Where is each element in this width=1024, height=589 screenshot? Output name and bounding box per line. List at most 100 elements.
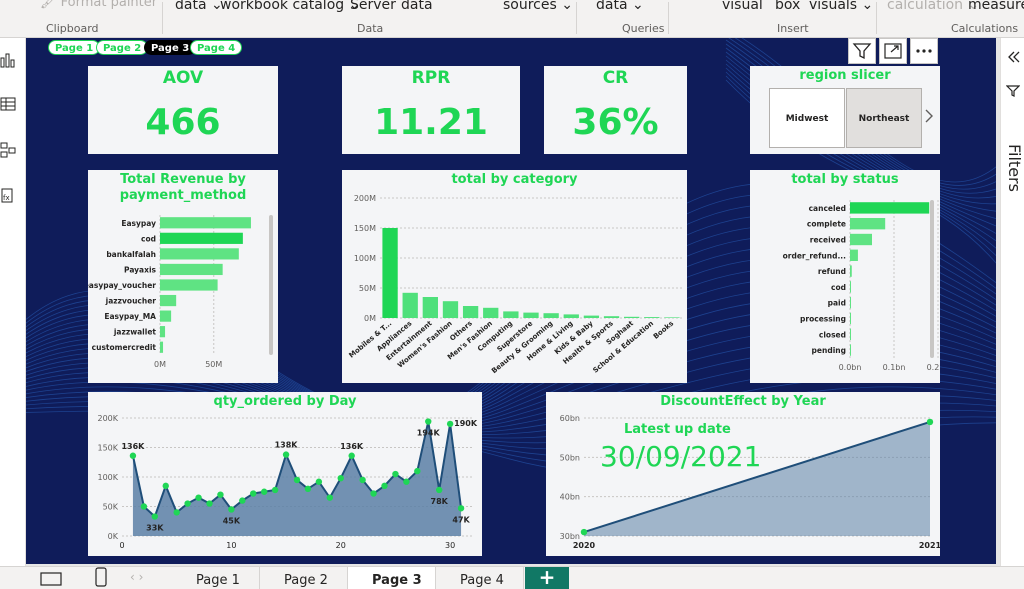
ribbon-item[interactable]: visuals ⌄ xyxy=(809,0,874,13)
chart-title: Total Revenue by payment_method xyxy=(119,172,247,203)
data-point xyxy=(414,467,421,475)
add-page-button[interactable]: + xyxy=(525,567,569,589)
data-point xyxy=(359,476,366,484)
bar xyxy=(523,312,539,318)
bar xyxy=(382,228,398,318)
ribbon-item[interactable]: data xyxy=(401,0,433,13)
category-label: paid xyxy=(828,299,846,308)
qty-ordered-chart: qty_ordered by Day 0K 50K 100K 150K 200K 0 10 2… xyxy=(88,392,482,556)
category-label: order_refund... xyxy=(783,251,847,260)
bar xyxy=(402,292,418,318)
slicer-option-midwest[interactable]: Midwest xyxy=(769,88,845,148)
ribbon-item[interactable]: box xyxy=(775,0,801,13)
data-point xyxy=(304,485,312,492)
data-point xyxy=(403,478,410,485)
kpi-card-aov[interactable]: AOV 466 xyxy=(88,66,278,154)
filters-pane[interactable]: Filters xyxy=(1000,38,1024,566)
series-line xyxy=(583,420,931,534)
canvas-area: Page 1 Page 2 Page 3 Page 4 AOV 466 RPR 11.… xyxy=(26,38,1000,566)
category-label: canceled xyxy=(809,204,846,213)
collapse-pane-icon[interactable] xyxy=(1007,50,1021,64)
kpi-card-cr[interactable]: CR 36% xyxy=(544,66,687,154)
data-point xyxy=(392,470,399,478)
page-tab[interactable]: Page 4 xyxy=(436,567,524,589)
page-nav-button[interactable]: Page 3 xyxy=(144,40,197,55)
discount-effect-svg: 30bn 40bn 50bn 60bn 2020 2021 xyxy=(560,414,940,550)
ribbon-item[interactable]: calculation ⌄ xyxy=(887,0,980,13)
format-painter-label: Format painter xyxy=(60,0,158,10)
ribbon-separator xyxy=(162,2,163,34)
data-point xyxy=(315,478,323,485)
area-fill xyxy=(132,421,462,536)
data-point xyxy=(293,476,301,484)
chart-title: DiscountEffect by Year xyxy=(660,394,826,409)
status-chart: total by status 0.0bn 0.1bn 0.2bn canceled c… xyxy=(750,170,940,383)
ribbon-separator xyxy=(576,2,577,34)
tick-label: 0M xyxy=(364,314,376,323)
tick-label: 100K xyxy=(97,473,118,482)
ribbon-item[interactable]: data ⌄ xyxy=(596,0,644,13)
data-point xyxy=(151,513,159,520)
slicer-title: region slicer xyxy=(799,68,891,83)
page-nav-button[interactable]: Page 4 xyxy=(190,40,243,55)
phone-view-icon[interactable] xyxy=(94,567,108,587)
kpi-card-rpr[interactable]: RPR 11.21 xyxy=(342,66,520,154)
ribbon-item[interactable]: data ⌄ xyxy=(175,0,223,13)
tick-label: 50M xyxy=(359,284,376,293)
page-tab[interactable]: Page 2 xyxy=(260,567,348,589)
desktop-view-icon[interactable] xyxy=(40,571,62,587)
ribbon-item[interactable]: visual xyxy=(722,0,763,13)
model-view-icon[interactable] xyxy=(0,142,16,158)
ribbon-item[interactable]: workbook catalog ⌄ xyxy=(220,0,361,13)
filter-visual-button[interactable] xyxy=(848,38,876,64)
data-point xyxy=(250,490,257,497)
bar xyxy=(624,316,640,318)
data-point xyxy=(282,451,290,458)
ribbon-group-label: Data xyxy=(357,22,384,35)
format-painter-button[interactable]: 🖌 Format painter xyxy=(40,0,157,10)
page-tab[interactable]: Page 1 xyxy=(172,567,260,589)
bar xyxy=(160,310,172,322)
ribbon-group-label: Clipboard xyxy=(46,22,99,35)
bar xyxy=(850,233,872,246)
page-tab[interactable]: Page 3 xyxy=(348,567,436,589)
category-label: Books xyxy=(652,319,675,340)
table-view-icon[interactable] xyxy=(0,96,16,112)
bar xyxy=(664,317,680,318)
report-view-icon[interactable] xyxy=(0,52,16,68)
tick-label: 0.0bn xyxy=(839,363,862,372)
bar xyxy=(503,311,519,318)
kpi-value: 466 xyxy=(145,102,221,143)
bar xyxy=(850,218,886,230)
bar xyxy=(850,297,851,309)
page-nav-button[interactable]: Page 2 xyxy=(96,40,149,55)
focus-mode-button[interactable] xyxy=(879,38,907,64)
category-label: bankalfalah xyxy=(106,250,156,259)
scrollbar xyxy=(269,215,273,355)
tick-label: 50K xyxy=(103,503,119,512)
tick-label: 200M xyxy=(354,194,376,203)
more-options-button[interactable] xyxy=(910,38,938,64)
ribbon-item[interactable]: measure xyxy=(968,0,1024,13)
slicer-option-northeast[interactable]: Northeast xyxy=(846,88,922,148)
data-point xyxy=(239,497,246,504)
ribbon-item[interactable]: sources ⌄ xyxy=(503,0,573,13)
category-label: cod xyxy=(141,234,156,243)
category-label: received xyxy=(810,236,846,245)
scrollbar xyxy=(930,200,934,358)
data-point xyxy=(370,490,377,497)
data-point xyxy=(348,452,355,459)
bar xyxy=(462,306,479,318)
chevron-right-icon[interactable] xyxy=(924,108,934,124)
data-label: 190K xyxy=(454,419,478,428)
data-point xyxy=(457,505,465,512)
scroll-tabs-icon[interactable]: ‹ › xyxy=(130,570,144,584)
page-nav-button[interactable]: Page 1 xyxy=(48,40,101,55)
category-label: pending xyxy=(812,346,846,355)
tick-label: 0M xyxy=(154,360,166,369)
ribbon-item[interactable]: Server xyxy=(350,0,396,13)
dax-query-icon[interactable]: fx xyxy=(0,188,16,204)
page-navigator: Page 1 Page 2 Page 3 Page 4 xyxy=(48,38,268,58)
tick-label: 2020 xyxy=(573,541,596,550)
data-point xyxy=(129,452,137,459)
